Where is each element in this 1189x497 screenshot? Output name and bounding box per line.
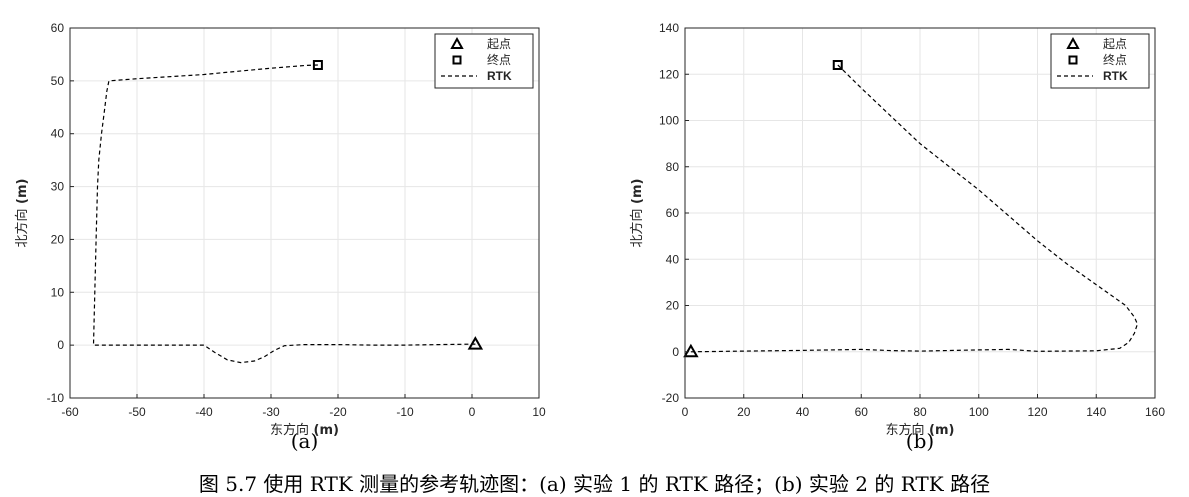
x-tick-label: 10 bbox=[532, 405, 546, 419]
axes-frame bbox=[69, 27, 540, 399]
y-tick-label: 50 bbox=[51, 74, 65, 88]
x-tick-label: 140 bbox=[1086, 405, 1106, 419]
y-tick-label: 60 bbox=[51, 21, 65, 35]
start-point-marker bbox=[467, 336, 484, 350]
y-tick-label: 0 bbox=[672, 345, 679, 359]
x-tick-label: -10 bbox=[396, 405, 414, 419]
end-point-marker bbox=[312, 60, 323, 70]
y-tick-label: 60 bbox=[666, 206, 680, 220]
y-tick-label: 80 bbox=[666, 160, 680, 174]
legend-label: RTK bbox=[1103, 69, 1128, 83]
legend-label: 起点 bbox=[487, 37, 511, 51]
x-tick-label: 60 bbox=[855, 405, 869, 419]
y-tick-label: -20 bbox=[662, 391, 680, 405]
plot-area bbox=[70, 28, 539, 398]
y-tick-label: 20 bbox=[51, 232, 65, 246]
end-point-marker bbox=[832, 60, 843, 70]
x-tick-label: -30 bbox=[262, 405, 280, 419]
series-line-rtk bbox=[92, 64, 476, 364]
legend-label: 终点 bbox=[1103, 52, 1127, 67]
chart-panel-a: -60 -50 -40 -30 -20 -10 0 10 -10 0 10 20 30 40 50 60 东方向… bbox=[14, 21, 546, 453]
figure-caption: 图 5.7 使用 RTK 测量的参考轨迹图：(a) 实验 1 的 RTK 路径；… bbox=[198, 472, 991, 496]
y-tick-label: 100 bbox=[659, 114, 679, 128]
y-axis-label: 北方向 (m) bbox=[629, 179, 645, 248]
x-tick-label: 20 bbox=[737, 405, 751, 419]
x-tick-label: 40 bbox=[796, 405, 810, 419]
legend-box bbox=[1050, 33, 1150, 89]
x-tick-label: -20 bbox=[329, 405, 347, 419]
y-tick-label: 20 bbox=[666, 299, 680, 313]
y-tick-label: 140 bbox=[659, 21, 679, 35]
chart-panel-b: 0 20 40 60 80 100 120 140 160-200204060801001201… bbox=[629, 21, 1165, 453]
legend-start-marker bbox=[450, 36, 464, 49]
legend-end-marker bbox=[452, 55, 462, 65]
y-tick-label: -10 bbox=[47, 391, 65, 405]
panel-label: (a) bbox=[291, 429, 319, 453]
y-tick-label: 40 bbox=[51, 127, 65, 141]
x-tick-label: -50 bbox=[128, 405, 146, 419]
x-axis-label: 东方向 (m) bbox=[886, 422, 955, 438]
x-tick-label: -40 bbox=[195, 405, 213, 419]
x-tick-label: 100 bbox=[969, 405, 989, 419]
y-tick-label: 10 bbox=[51, 285, 65, 299]
y-tick-label: 120 bbox=[659, 67, 679, 81]
legend-end-marker bbox=[1068, 55, 1078, 65]
y-axis-label: 北方向 (m) bbox=[14, 179, 30, 248]
series-line-rtk bbox=[690, 64, 1139, 353]
x-tick-label: -60 bbox=[61, 405, 79, 419]
x-tick-label: 80 bbox=[913, 405, 927, 419]
x-tick-label: 160 bbox=[1145, 405, 1165, 419]
x-axis-label: 东方向 (m) bbox=[270, 422, 339, 438]
panel-label: (b) bbox=[906, 429, 934, 453]
x-tick-label: 0 bbox=[682, 405, 689, 419]
legend-label: 起点 bbox=[1103, 37, 1127, 51]
x-tick-label: 120 bbox=[1027, 405, 1047, 419]
start-point-marker bbox=[683, 343, 699, 358]
legend-label: RTK bbox=[487, 69, 512, 83]
y-tick-label: 30 bbox=[51, 180, 65, 194]
y-tick-label: 0 bbox=[57, 338, 64, 352]
legend-start-marker bbox=[1066, 36, 1080, 49]
legend-box bbox=[434, 33, 534, 89]
x-tick-label: 0 bbox=[469, 405, 476, 419]
legend-label: 终点 bbox=[487, 52, 511, 67]
y-tick-label: 40 bbox=[666, 252, 680, 266]
